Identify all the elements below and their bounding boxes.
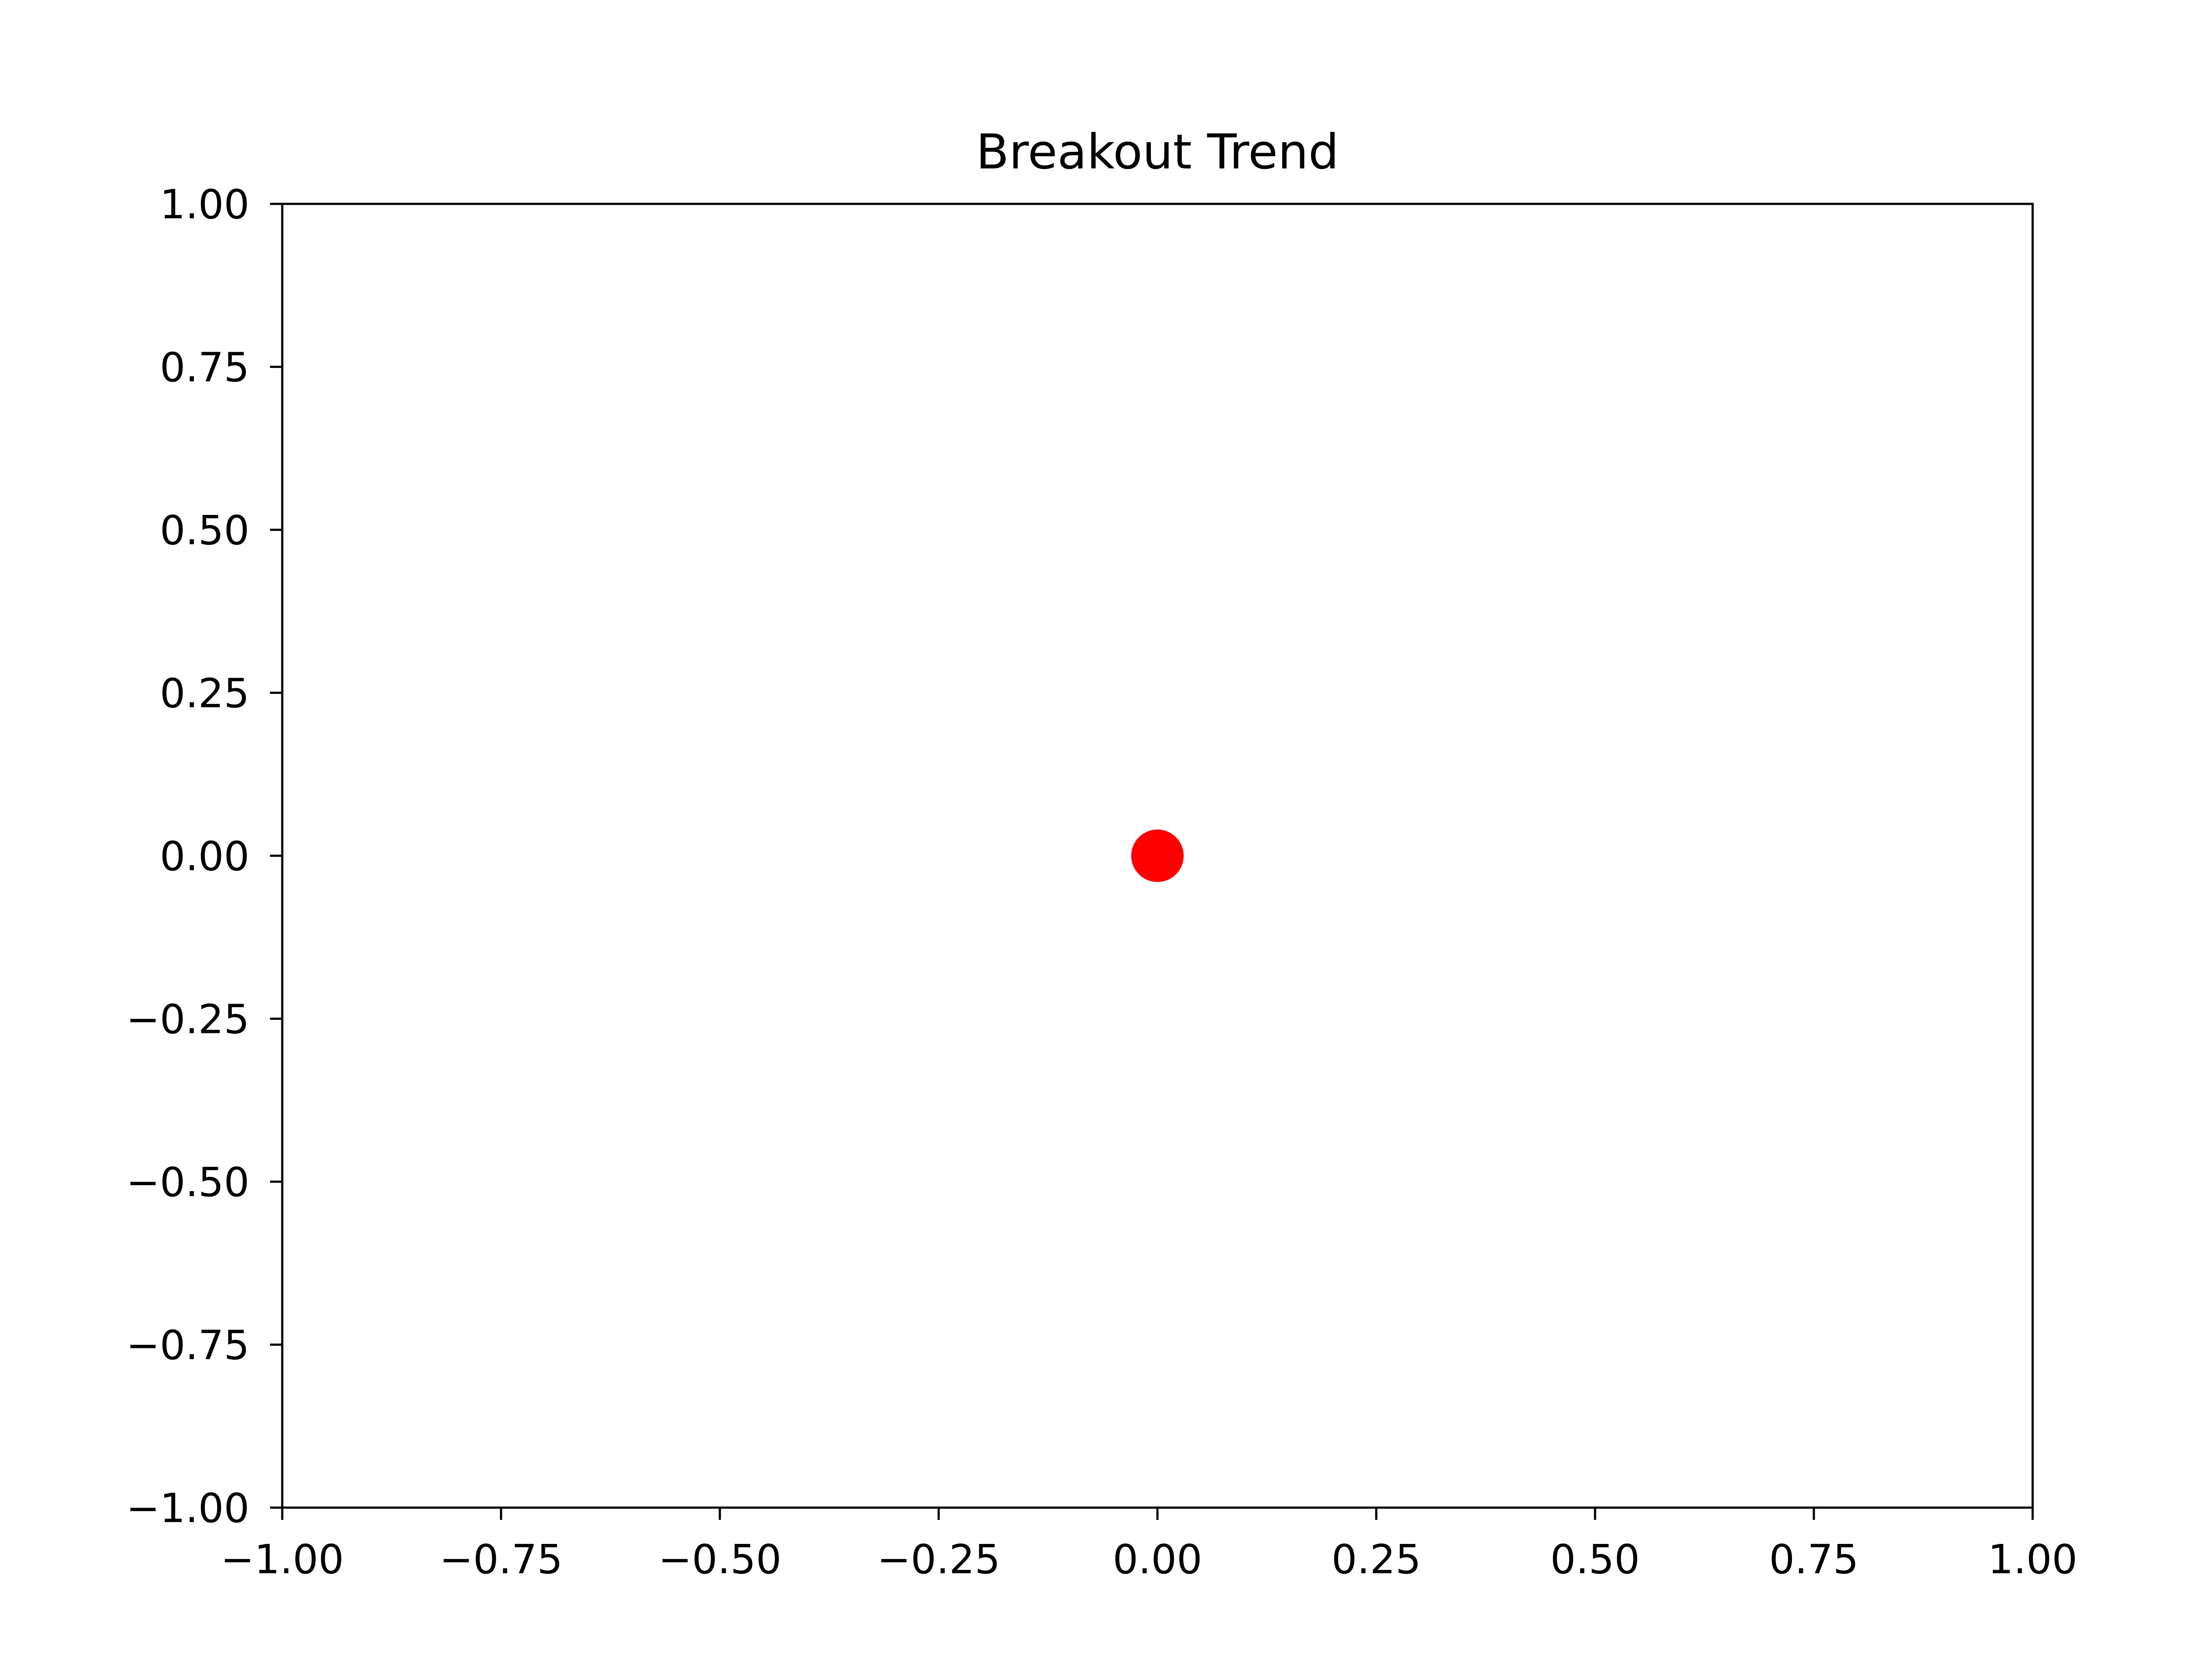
data-point — [1131, 830, 1184, 882]
x-tick-label: 0.25 — [1332, 1536, 1421, 1583]
y-tick-label: 0.75 — [160, 344, 249, 391]
x-tick-label: −0.25 — [877, 1536, 1000, 1583]
x-tick-label: −1.00 — [221, 1536, 344, 1583]
chart-title: Breakout Trend — [976, 124, 1339, 180]
y-axis: −1.00 −0.75 −0.50 −0.25 0.00 0.25 0.50 0.75 1.00 — [126, 181, 282, 1532]
y-tick-label: −0.50 — [126, 1159, 249, 1206]
y-tick-label: 1.00 — [160, 181, 249, 228]
y-tick-label: 0.00 — [160, 833, 249, 880]
x-tick-label: −0.75 — [439, 1536, 563, 1583]
y-tick-label: −0.75 — [126, 1322, 249, 1369]
x-tick-label: 0.75 — [1769, 1536, 1859, 1583]
x-tick-label: −0.50 — [658, 1536, 782, 1583]
axes-frame — [281, 203, 2034, 1509]
y-tick-label: −1.00 — [126, 1485, 249, 1532]
y-tick-label: −0.25 — [126, 996, 249, 1043]
y-tick-label: 0.25 — [160, 670, 249, 717]
data-series — [1131, 830, 1184, 882]
x-tick-label: 1.00 — [1988, 1536, 2078, 1583]
x-tick-label: 0.50 — [1550, 1536, 1640, 1583]
x-tick-label: 0.00 — [1113, 1536, 1203, 1583]
x-axis: −1.00 −0.75 −0.50 −0.25 0.00 0.25 0.50 0.75 1.00 — [221, 1508, 2077, 1583]
y-tick-label: 0.50 — [160, 507, 249, 554]
